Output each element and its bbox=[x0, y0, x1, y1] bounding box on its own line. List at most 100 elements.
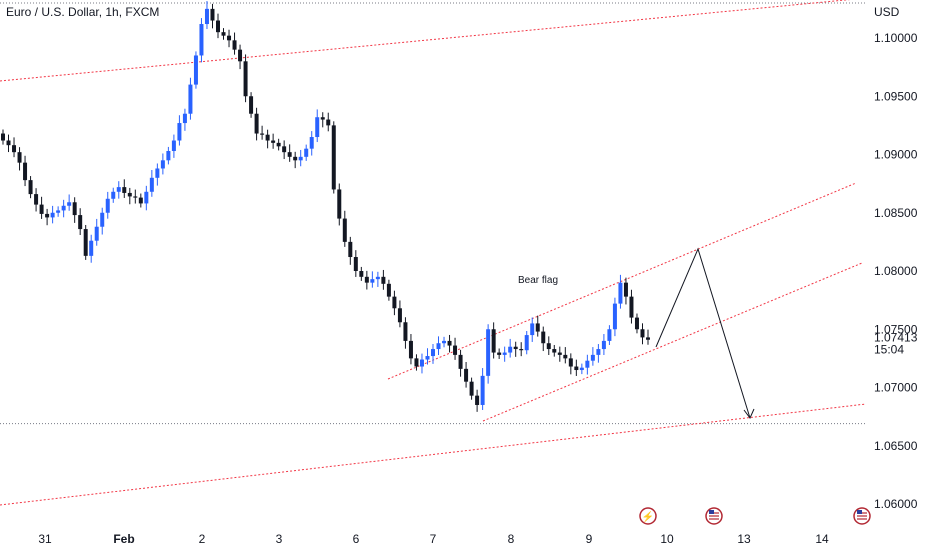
x-tick-label: 6 bbox=[353, 532, 360, 546]
candle-body bbox=[188, 84, 193, 114]
candle-body bbox=[265, 134, 270, 141]
candle-body bbox=[541, 331, 546, 344]
candle-body bbox=[535, 323, 540, 332]
projection-path bbox=[655, 247, 751, 419]
current-price-label: 1.07413 bbox=[874, 331, 918, 345]
candle-body bbox=[177, 123, 182, 141]
candle-body bbox=[607, 329, 612, 341]
candle-body bbox=[348, 241, 353, 258]
y-tick-label: 1.07000 bbox=[874, 381, 918, 395]
candle-body bbox=[475, 395, 480, 405]
candle-body bbox=[370, 279, 375, 283]
candle-body bbox=[408, 340, 413, 359]
candle-body bbox=[78, 215, 83, 230]
candle-body bbox=[298, 156, 303, 161]
candle-body bbox=[221, 32, 226, 36]
candle-body bbox=[574, 366, 579, 371]
candle-body bbox=[276, 142, 281, 147]
candle-body bbox=[199, 24, 204, 56]
candle-body bbox=[568, 358, 573, 367]
candle-body bbox=[254, 113, 259, 134]
trendline-lower-channel bbox=[0, 403, 867, 506]
x-tick-label: Feb bbox=[113, 532, 134, 546]
x-tick-label: 9 bbox=[586, 532, 593, 546]
candle-body bbox=[634, 317, 639, 330]
candle-body bbox=[210, 8, 215, 21]
x-tick-label: 7 bbox=[430, 532, 437, 546]
x-tick-label: 10 bbox=[660, 532, 674, 546]
candle-body bbox=[232, 40, 237, 50]
candle-body bbox=[579, 367, 584, 371]
candle-body bbox=[227, 35, 232, 41]
candle-body bbox=[133, 196, 138, 198]
x-axis: 31 Feb 2 3 6 7 8 9 10 13 14 ⚡ bbox=[38, 507, 871, 546]
candle-body bbox=[94, 226, 99, 241]
candle-body bbox=[618, 282, 623, 304]
candle-body bbox=[287, 152, 292, 157]
candle-body bbox=[364, 276, 369, 283]
candle-body bbox=[34, 194, 39, 205]
flag-canton bbox=[709, 510, 714, 514]
candle-body bbox=[502, 352, 507, 355]
candle-body bbox=[67, 202, 72, 206]
candle-body bbox=[138, 197, 143, 204]
candle-body bbox=[315, 117, 320, 138]
y-tick-label: 1.08500 bbox=[874, 206, 918, 220]
candle-body bbox=[282, 146, 287, 153]
candle-body bbox=[127, 192, 132, 197]
y-tick-label: 1.10000 bbox=[874, 31, 918, 45]
projection-arrowhead bbox=[743, 408, 755, 419]
candle-body bbox=[458, 354, 463, 369]
candle-body bbox=[23, 162, 28, 181]
currency-label: USD bbox=[874, 5, 900, 19]
candle-body bbox=[182, 113, 187, 124]
event-lightning-icon bbox=[639, 507, 657, 525]
candle-body bbox=[105, 198, 110, 213]
candle-body bbox=[193, 55, 198, 85]
candle-body bbox=[320, 117, 325, 120]
candle-body bbox=[122, 187, 127, 193]
candle-body bbox=[342, 218, 347, 242]
x-tick-label: 13 bbox=[737, 532, 751, 546]
candle-body bbox=[309, 137, 314, 149]
y-tick-label: 1.06000 bbox=[874, 497, 918, 511]
candle-body bbox=[491, 329, 496, 353]
candle-body bbox=[453, 345, 458, 355]
candle-body bbox=[89, 240, 94, 256]
candle-body bbox=[552, 349, 557, 353]
candle-body bbox=[442, 340, 447, 344]
candle-body bbox=[563, 354, 568, 359]
candle-body bbox=[524, 335, 529, 351]
drawings-layer bbox=[0, 0, 867, 506]
candle-body bbox=[116, 187, 121, 192]
candle-body bbox=[61, 205, 66, 211]
y-tick-label: 1.08000 bbox=[874, 264, 918, 278]
candle-body bbox=[519, 349, 524, 351]
candle-body bbox=[397, 308, 402, 323]
candle-body bbox=[381, 276, 386, 284]
candle-body bbox=[447, 340, 452, 346]
candle-body bbox=[629, 296, 634, 318]
candle-body bbox=[45, 213, 50, 218]
candle-body bbox=[12, 145, 17, 153]
y-tick-label: 1.06500 bbox=[874, 439, 918, 453]
candle-body bbox=[144, 191, 149, 204]
candle-body bbox=[353, 257, 358, 271]
candle-body bbox=[414, 358, 419, 367]
x-tick-label: 31 bbox=[38, 532, 52, 546]
candle-body bbox=[530, 323, 535, 336]
candle-body bbox=[386, 283, 391, 297]
candle-body bbox=[260, 133, 265, 135]
lightning-glyph: ⚡ bbox=[642, 510, 654, 523]
x-tick-label: 2 bbox=[199, 532, 206, 546]
trendline-flag-bottom bbox=[482, 262, 863, 422]
x-tick-label: 3 bbox=[276, 532, 283, 546]
candle-body bbox=[331, 125, 336, 190]
candle-body bbox=[403, 322, 408, 341]
candle-body bbox=[375, 276, 380, 280]
candle-body bbox=[596, 349, 601, 355]
candle-body bbox=[111, 191, 116, 199]
bear-flag-label: Bear flag bbox=[518, 275, 558, 286]
candle-body bbox=[646, 337, 650, 340]
